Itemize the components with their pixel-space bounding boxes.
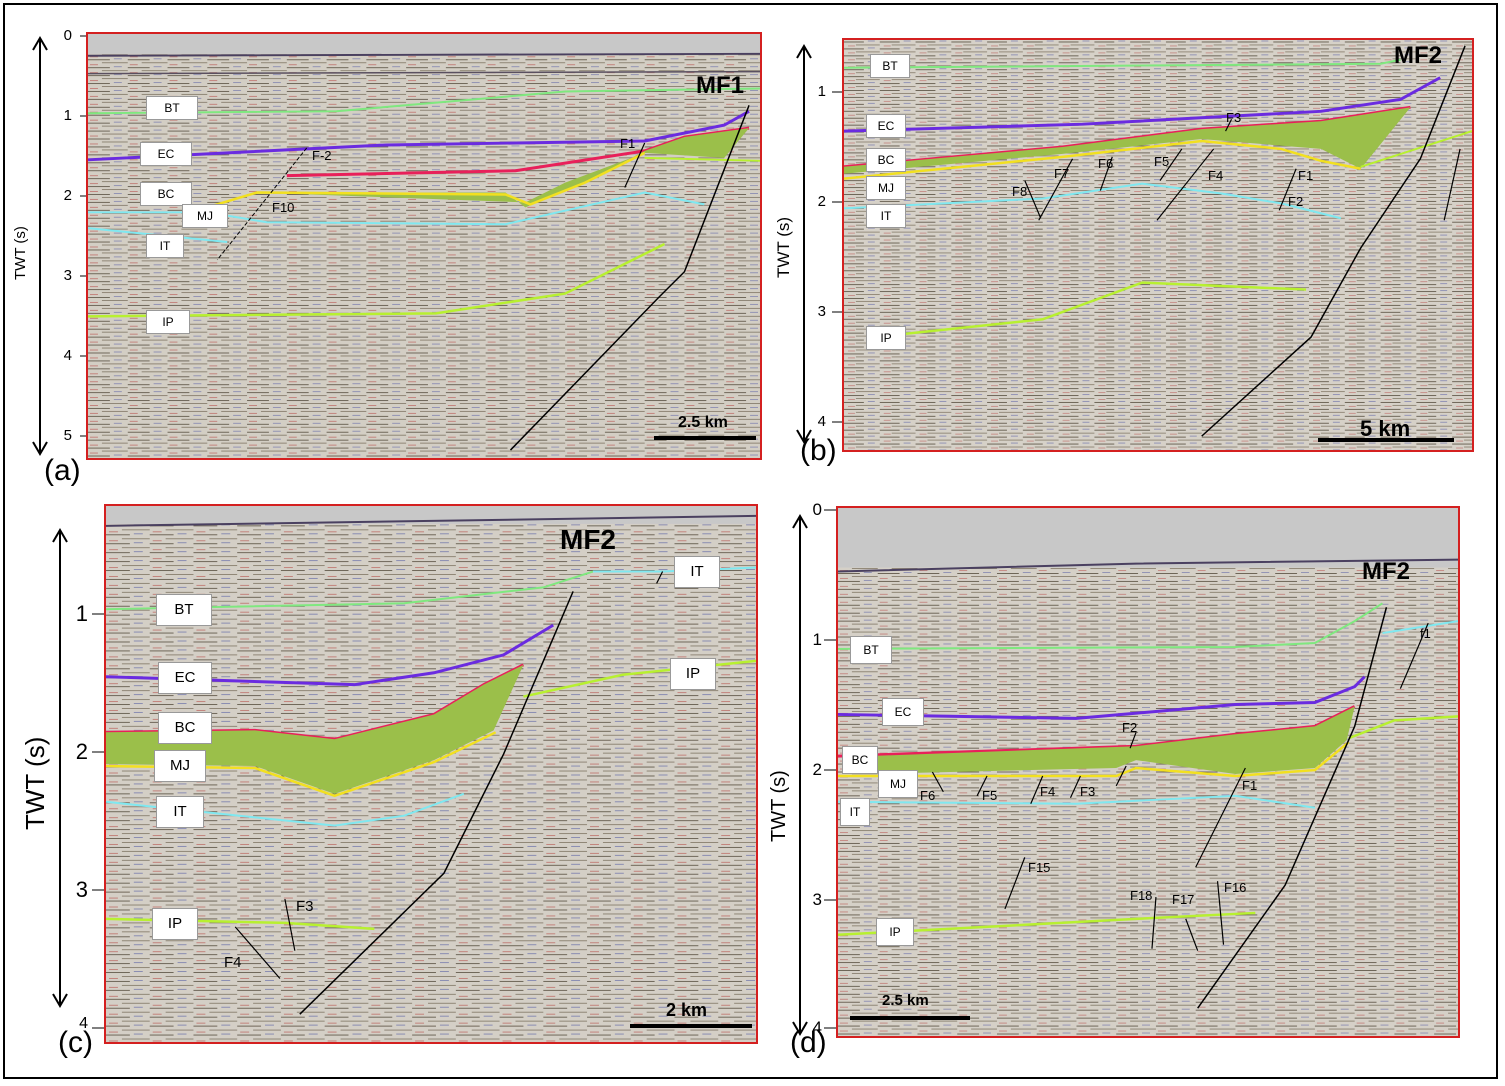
panel-b-fault-label: F4 xyxy=(1208,168,1224,183)
panel-d-axis-arrow xyxy=(792,509,836,1036)
panel-c-main-fault-label: MF2 xyxy=(560,524,616,555)
panel-b-fault-label: F6 xyxy=(1098,156,1114,171)
panel-b-horizon-it: IT xyxy=(866,204,906,228)
panel-b-fault-label: F2 xyxy=(1288,194,1304,209)
panel-d-scale-label: 2.5 km xyxy=(882,992,929,1009)
panel-b-scale-bar xyxy=(1318,438,1454,442)
panel-a-tick-0: 0 xyxy=(63,27,72,44)
panel-d-tick-1: 1 xyxy=(812,630,822,649)
panel-b-tick-4: 4 xyxy=(817,413,826,430)
panel-d-fault-label: f1 xyxy=(1420,626,1431,641)
panel-d-fault-label: F4 xyxy=(1040,784,1056,799)
panel-c-horizon-it-footwall: IT xyxy=(674,556,720,588)
panel-b-tick-2: 2 xyxy=(817,193,826,210)
panel-d-fault-label: F5 xyxy=(982,788,998,803)
panel-c-fault-label: F4 xyxy=(224,954,242,971)
panel-b-horizon-bt: BT xyxy=(870,54,910,78)
panel-d-horizon-it: IT xyxy=(840,798,870,826)
panel-b-main-fault-label: MF2 xyxy=(1394,42,1442,69)
panel-b-tick-3: 3 xyxy=(817,303,826,320)
panel-a-tick-1: 1 xyxy=(63,107,72,124)
panel-c-fault-label: F3 xyxy=(296,898,314,915)
panel-d-tick-3: 3 xyxy=(812,890,822,909)
panel-a-tick-4: 4 xyxy=(63,347,72,364)
panel-d-fault-label: F6 xyxy=(920,788,936,803)
panel-a-seismic-section: BT EC BC MJ IT IP MF1 F-2 F10 F1 2.5 km xyxy=(86,32,762,460)
panel-c-scale-bar xyxy=(630,1024,752,1028)
panel-d-fault-label: F18 xyxy=(1130,888,1153,903)
panel-a-tick-2: 2 xyxy=(63,187,72,204)
panel-d-scale-bar xyxy=(850,1016,970,1020)
panel-d-fault-label: F17 xyxy=(1172,892,1195,907)
panel-b-letter: (b) xyxy=(800,434,837,467)
panel-d-fault-label: F3 xyxy=(1080,784,1096,799)
panel-d-seismic-section: BT EC BC MJ IT IP MF2 f1 F2 F6 F5 F4 F3 … xyxy=(836,506,1460,1038)
panel-a-tick-5: 5 xyxy=(63,427,72,444)
panel-c-horizon-ip: IP xyxy=(152,908,198,940)
panel-c-tick-3: 3 xyxy=(75,877,88,902)
panel-d-horizon-bc: BC xyxy=(842,746,878,774)
panel-d-letter: (d) xyxy=(790,1026,827,1059)
panel-d-horizon-mj: MJ xyxy=(878,770,918,798)
panel-c-horizon-it: IT xyxy=(156,796,204,828)
figure-frame xyxy=(3,3,1498,1079)
panel-b-tick-1: 1 xyxy=(817,83,826,100)
panel-c-horizon-ip-footwall: IP xyxy=(670,658,716,690)
panel-b-fault-label: F5 xyxy=(1154,154,1170,169)
panel-d-main-fault-label: MF2 xyxy=(1362,558,1410,585)
panel-b-horizon-bc: BC xyxy=(866,148,906,172)
panel-d-horizon-bt: BT xyxy=(850,636,892,664)
panel-b-fault-label: F7 xyxy=(1054,166,1070,181)
panel-c-letter: (c) xyxy=(58,1026,93,1059)
panel-b-fault-label: F8 xyxy=(1012,184,1028,199)
panel-c-horizon-bc: BC xyxy=(158,712,212,744)
panel-b-scale-label: 5 km xyxy=(1360,416,1411,441)
panel-d-axis-title: TWT (s) xyxy=(768,770,790,842)
panel-a-fault-label: F10 xyxy=(272,200,295,215)
panel-a-main-fault-label: MF1 xyxy=(696,72,744,99)
panel-b-fault-label: F3 xyxy=(1226,110,1242,125)
panel-a-scale-bar xyxy=(654,436,756,440)
panel-a-horizon-ip: IP xyxy=(146,310,190,334)
panel-a-horizon-it: IT xyxy=(146,234,184,258)
panel-b-seismic-section: BT EC BC MJ IT IP MF2 F3 F7 F6 F5 F8 F4 … xyxy=(842,38,1474,452)
panel-b-axis-arrow xyxy=(796,44,842,444)
panel-d-fault-label: F16 xyxy=(1224,880,1247,895)
panel-a-horizon-ec: EC xyxy=(140,142,192,166)
panel-a-horizon-bt: BT xyxy=(146,96,198,120)
panel-a-horizon-mj: MJ xyxy=(182,204,228,228)
panel-b-fault-label: F1 xyxy=(1298,168,1314,183)
panel-d-fault-label: F15 xyxy=(1028,860,1051,875)
panel-c-horizon-mj: MJ xyxy=(154,750,206,782)
panel-a-letter: (a) xyxy=(44,454,81,487)
panel-c-seismic-section: BT EC BC MJ IT IP IT IP MF2 F3 F4 2 km xyxy=(104,504,758,1044)
panel-c-horizon-ec: EC xyxy=(158,662,212,694)
panel-b-horizon-ip: IP xyxy=(866,326,906,350)
panel-c-tick-2: 2 xyxy=(75,739,88,764)
panel-c-scale-label: 2 km xyxy=(666,1000,708,1020)
panel-d-horizon-ec: EC xyxy=(882,698,924,726)
panel-c-tick-4: 4 xyxy=(79,1015,88,1032)
panel-a-horizon-bc: BC xyxy=(140,182,192,206)
panel-b-horizon-mj: MJ xyxy=(866,176,906,200)
panel-d-tick-0: 0 xyxy=(812,500,822,519)
panel-a-scale-label: 2.5 km xyxy=(678,414,728,431)
panel-d-tick-2: 2 xyxy=(812,760,822,779)
panel-c-horizon-bt: BT xyxy=(156,594,212,626)
panel-d-fault-label: F2 xyxy=(1122,720,1138,735)
panel-d-horizon-ip: IP xyxy=(876,918,914,946)
panel-b-horizon-ec: EC xyxy=(866,114,906,138)
panel-a-fault-label: F-2 xyxy=(312,148,332,163)
panel-c-tick-1: 1 xyxy=(75,601,88,626)
panel-a-fault-label: F1 xyxy=(620,136,636,151)
panel-d-fault-label: F1 xyxy=(1242,778,1258,793)
panel-c-axis-arrow xyxy=(52,528,106,1029)
panel-a-tick-3: 3 xyxy=(63,267,72,284)
panel-d-tick-4: 4 xyxy=(812,1018,822,1037)
